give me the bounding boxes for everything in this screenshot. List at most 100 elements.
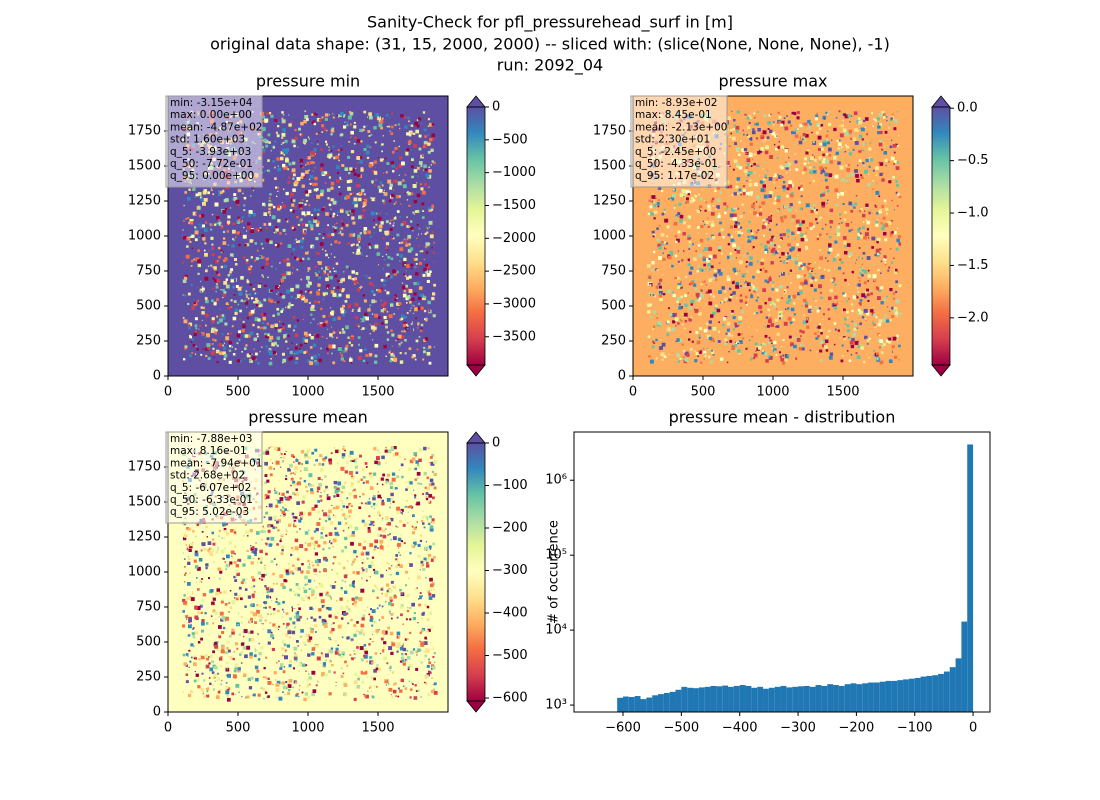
image-pixel (287, 244, 292, 248)
image-pixel (312, 564, 315, 567)
image-pixel (866, 256, 871, 260)
image-pixel (759, 310, 763, 314)
image-pixel (399, 216, 401, 218)
image-pixel (649, 284, 652, 287)
image-pixel (323, 206, 325, 208)
image-pixel (746, 303, 748, 306)
image-pixel (430, 137, 435, 141)
image-pixel (736, 297, 738, 299)
image-pixel (235, 236, 237, 239)
image-pixel (422, 273, 426, 277)
image-pixel (676, 338, 680, 342)
image-pixel (777, 146, 780, 149)
image-pixel (375, 685, 378, 688)
image-pixel (386, 230, 390, 234)
image-pixel (702, 347, 705, 350)
figure-subtitle: run: 2092_04 (497, 56, 603, 76)
image-pixel (379, 158, 384, 162)
image-pixel (411, 297, 415, 301)
image-pixel (195, 345, 197, 347)
image-pixel (272, 637, 275, 640)
axes-title: pressure min (256, 72, 360, 91)
image-pixel (281, 137, 284, 139)
image-pixel (281, 132, 286, 137)
image-pixel (242, 234, 247, 239)
image-pixel (768, 336, 771, 339)
image-pixel (674, 204, 677, 207)
image-pixel (889, 145, 893, 149)
image-pixel (375, 276, 379, 280)
image-pixel (400, 223, 404, 227)
image-pixel (894, 119, 898, 123)
image-pixel (648, 292, 652, 296)
image-pixel (746, 195, 748, 196)
image-pixel (740, 133, 741, 135)
image-pixel (708, 297, 710, 299)
image-pixel (705, 322, 709, 325)
image-pixel (310, 628, 314, 632)
y-tick-label: 1750 (593, 124, 626, 139)
image-pixel (417, 575, 421, 580)
image-pixel (879, 123, 883, 127)
image-pixel (353, 197, 358, 202)
image-pixel (358, 192, 363, 196)
image-pixel (336, 286, 340, 289)
image-pixel (692, 198, 696, 202)
y-tick-label: 250 (136, 334, 161, 349)
image-pixel (346, 176, 348, 178)
image-pixel (806, 325, 810, 329)
image-pixel (430, 204, 434, 209)
image-pixel (377, 216, 382, 221)
image-pixel (327, 287, 329, 289)
image-pixel (247, 334, 251, 338)
image-pixel (770, 261, 774, 265)
image-pixel (719, 357, 724, 361)
image-pixel (392, 237, 395, 240)
image-pixel (764, 251, 768, 254)
image-pixel (775, 147, 778, 151)
image-pixel (647, 335, 651, 339)
image-pixel (416, 166, 420, 170)
image-pixel (275, 243, 280, 248)
image-pixel (327, 154, 329, 156)
image-pixel (302, 318, 304, 320)
image-pixel (406, 199, 409, 201)
image-pixel (325, 212, 329, 216)
image-pixel (406, 148, 410, 152)
image-pixel (687, 225, 691, 229)
image-pixel (417, 552, 420, 555)
image-pixel (759, 268, 762, 271)
image-pixel (271, 265, 273, 268)
image-pixel (788, 208, 792, 212)
image-pixel (255, 304, 259, 307)
image-pixel (374, 300, 377, 303)
image-pixel (291, 227, 294, 230)
image-pixel (842, 355, 844, 357)
image-pixel (428, 206, 432, 210)
image-pixel (398, 304, 400, 306)
colorbar-tick-label: −3000 (492, 296, 536, 311)
image-pixel (187, 693, 192, 698)
image-pixel (251, 353, 253, 355)
image-pixel (409, 310, 411, 312)
image-pixel (766, 161, 769, 164)
image-pixel (768, 317, 772, 321)
image-pixel (184, 229, 186, 231)
image-pixel (291, 203, 295, 207)
image-pixel (750, 295, 754, 299)
image-pixel (306, 211, 311, 216)
image-pixel (280, 156, 284, 161)
image-pixel (760, 135, 765, 139)
image-pixel (321, 248, 324, 251)
image-pixel (367, 263, 370, 266)
image-pixel (823, 328, 825, 331)
image-pixel (737, 230, 741, 235)
image-pixel (687, 292, 689, 294)
image-pixel (362, 294, 365, 297)
image-pixel (753, 211, 758, 216)
image-pixel (879, 360, 884, 365)
image-pixel (364, 462, 368, 465)
figure-subtitle: original data shape: (31, 15, 2000, 2000… (210, 35, 890, 54)
image-pixel (300, 278, 303, 281)
image-pixel (803, 280, 808, 285)
